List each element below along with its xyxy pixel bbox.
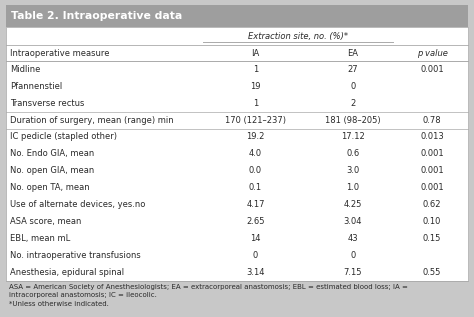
Text: No. intraoperative transfusions: No. intraoperative transfusions (10, 251, 141, 260)
Text: 181 (98–205): 181 (98–205) (325, 116, 381, 125)
Text: 1: 1 (253, 65, 258, 74)
Text: 0.001: 0.001 (420, 149, 444, 158)
Text: EBL, mean mL: EBL, mean mL (10, 234, 70, 243)
Text: 0.78: 0.78 (423, 116, 441, 125)
Text: 1.0: 1.0 (346, 183, 360, 192)
Text: ASA = American Society of Anesthesiologists; EA = extracorporeal anastomosis; EB: ASA = American Society of Anesthesiologi… (9, 283, 408, 289)
Text: No. open TA, mean: No. open TA, mean (10, 183, 90, 192)
Text: 0.0: 0.0 (249, 166, 262, 175)
Text: 0.013: 0.013 (420, 133, 444, 141)
Text: Anesthesia, epidural spinal: Anesthesia, epidural spinal (10, 268, 124, 276)
Text: 3.14: 3.14 (246, 268, 265, 276)
Text: 14: 14 (250, 234, 261, 243)
Bar (6, 27, 468, 281)
Text: 0: 0 (350, 82, 356, 91)
Text: No. open GIA, mean: No. open GIA, mean (10, 166, 94, 175)
Text: 4.17: 4.17 (246, 200, 265, 209)
Text: 0.001: 0.001 (420, 183, 444, 192)
Text: 0.1: 0.1 (249, 183, 262, 192)
Text: 0.001: 0.001 (420, 166, 444, 175)
Text: 0: 0 (253, 251, 258, 260)
Text: IA: IA (251, 49, 260, 57)
Text: EA: EA (347, 49, 358, 57)
Text: 0.15: 0.15 (423, 234, 441, 243)
Text: 0.10: 0.10 (423, 217, 441, 226)
Text: 4.0: 4.0 (249, 149, 262, 158)
Text: Midline: Midline (10, 65, 40, 74)
Text: Use of alternate devices, yes.no: Use of alternate devices, yes.no (10, 200, 146, 209)
Text: Extraction site, no. (%)*: Extraction site, no. (%)* (248, 31, 348, 41)
Text: Pfannenstiel: Pfannenstiel (10, 82, 62, 91)
Text: 1: 1 (253, 99, 258, 108)
Text: 0.001: 0.001 (420, 65, 444, 74)
Text: IC pedicle (stapled other): IC pedicle (stapled other) (10, 133, 117, 141)
Text: 43: 43 (348, 234, 358, 243)
Text: No. Endo GIA, mean: No. Endo GIA, mean (10, 149, 94, 158)
Text: 3.0: 3.0 (346, 166, 360, 175)
Text: intracorporeal anastomosis; IC = ileocolic.: intracorporeal anastomosis; IC = ileocol… (9, 292, 157, 298)
Text: 0: 0 (350, 251, 356, 260)
Bar (6, 5, 468, 27)
Text: ASA score, mean: ASA score, mean (10, 217, 82, 226)
Text: 19.2: 19.2 (246, 133, 264, 141)
Text: 3.04: 3.04 (344, 217, 362, 226)
Text: 2: 2 (350, 99, 356, 108)
Text: Intraoperative measure: Intraoperative measure (10, 49, 109, 57)
Text: Duration of surgery, mean (range) min: Duration of surgery, mean (range) min (10, 116, 173, 125)
Text: 27: 27 (348, 65, 358, 74)
Text: 7.15: 7.15 (344, 268, 362, 276)
Text: 170 (121–237): 170 (121–237) (225, 116, 286, 125)
Text: 0.55: 0.55 (423, 268, 441, 276)
Text: 4.25: 4.25 (344, 200, 362, 209)
Text: 0.6: 0.6 (346, 149, 360, 158)
Text: 0.62: 0.62 (423, 200, 441, 209)
Text: 17.12: 17.12 (341, 133, 365, 141)
Text: Table 2. Intraoperative data: Table 2. Intraoperative data (11, 11, 182, 21)
Text: 19: 19 (250, 82, 261, 91)
Text: p value: p value (417, 49, 447, 57)
Text: Transverse rectus: Transverse rectus (10, 99, 84, 108)
Text: 2.65: 2.65 (246, 217, 265, 226)
Text: *Unless otherwise indicated.: *Unless otherwise indicated. (9, 301, 109, 307)
